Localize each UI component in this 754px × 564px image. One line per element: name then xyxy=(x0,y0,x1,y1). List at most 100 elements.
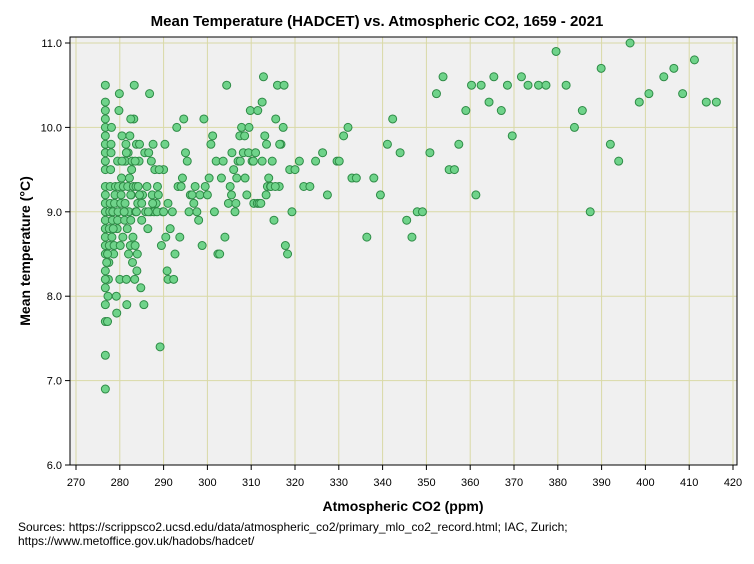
data-point xyxy=(711,97,721,107)
data-point xyxy=(100,114,110,124)
data-point xyxy=(155,342,165,352)
data-point xyxy=(107,232,117,242)
data-point xyxy=(240,131,250,141)
data-point xyxy=(256,198,266,208)
data-point xyxy=(283,249,293,259)
data-point xyxy=(124,249,134,259)
data-point xyxy=(175,232,185,242)
data-point xyxy=(136,283,146,293)
data-point xyxy=(121,148,131,158)
data-point xyxy=(154,165,164,175)
y-axis-label: Mean temperature (°C) xyxy=(17,176,33,326)
y-axis-ticks: 6.0 7.0 8.0 9.0 10.0 11.0 xyxy=(41,38,70,472)
x-tick-label: 270 xyxy=(67,477,85,489)
data-point xyxy=(232,173,242,183)
data-point xyxy=(209,207,219,217)
data-point xyxy=(262,139,272,149)
chart-title: Mean Temperature (HADCET) vs. Atmospheri… xyxy=(151,13,604,30)
data-point xyxy=(230,207,240,217)
data-point xyxy=(206,139,216,149)
data-point xyxy=(100,106,110,116)
data-point xyxy=(271,114,281,124)
data-point xyxy=(231,198,241,208)
data-point xyxy=(132,249,142,259)
data-points xyxy=(100,38,721,394)
data-point xyxy=(118,232,128,242)
data-point xyxy=(227,148,237,158)
data-point xyxy=(244,122,254,132)
data-point xyxy=(100,266,110,276)
x-axis-label: Atmospheric CO2 (ppm) xyxy=(322,498,483,514)
data-point xyxy=(148,139,158,149)
data-point xyxy=(449,165,459,175)
data-point xyxy=(215,249,225,259)
data-point xyxy=(129,80,139,90)
data-point xyxy=(177,173,187,183)
data-point xyxy=(402,215,412,225)
y-tick-label: 10.0 xyxy=(41,122,62,134)
x-tick-label: 380 xyxy=(549,477,567,489)
data-point xyxy=(120,198,130,208)
data-point xyxy=(669,63,679,73)
data-point xyxy=(431,89,441,99)
data-point xyxy=(659,72,669,82)
data-point xyxy=(225,181,235,191)
data-point xyxy=(305,181,315,191)
x-tick-label: 420 xyxy=(724,477,742,489)
data-point xyxy=(267,156,277,166)
data-point xyxy=(106,122,116,132)
scatter-chart: Mean Temperature (HADCET) vs. Atmospheri… xyxy=(17,13,742,514)
data-point xyxy=(258,72,268,82)
data-point xyxy=(251,148,261,158)
data-point xyxy=(114,106,124,116)
data-point xyxy=(126,114,136,124)
data-point xyxy=(334,156,344,166)
x-tick-label: 350 xyxy=(417,477,435,489)
data-point xyxy=(103,317,113,327)
data-point xyxy=(280,241,290,251)
data-point xyxy=(496,106,506,116)
data-point xyxy=(260,131,270,141)
data-point xyxy=(130,274,140,284)
data-point xyxy=(137,198,147,208)
data-point xyxy=(197,241,207,251)
plot-border xyxy=(69,36,738,466)
data-point xyxy=(100,156,110,166)
data-point xyxy=(270,181,280,191)
data-point xyxy=(121,139,131,149)
data-point xyxy=(106,165,116,175)
data-point xyxy=(534,80,544,90)
data-point xyxy=(100,283,110,293)
data-point xyxy=(489,72,499,82)
data-point xyxy=(278,122,288,132)
grid-lines xyxy=(70,37,737,466)
data-point xyxy=(100,80,110,90)
data-point xyxy=(144,148,154,158)
y-tick-label: 6.0 xyxy=(47,460,62,472)
data-point xyxy=(121,274,131,284)
data-point xyxy=(461,106,471,116)
data-point xyxy=(229,165,239,175)
data-point xyxy=(106,139,116,149)
data-point xyxy=(438,72,448,82)
data-point xyxy=(112,308,122,318)
data-point xyxy=(115,241,125,251)
data-point xyxy=(585,207,595,217)
data-point xyxy=(200,181,210,191)
data-point xyxy=(143,224,153,234)
data-point xyxy=(122,224,132,234)
data-point xyxy=(102,257,112,267)
data-point xyxy=(351,173,361,183)
data-point xyxy=(208,131,218,141)
data-point xyxy=(290,165,300,175)
data-point xyxy=(156,241,166,251)
data-point xyxy=(130,241,140,251)
data-point xyxy=(395,148,405,158)
data-point xyxy=(192,207,202,217)
data-point xyxy=(516,72,526,82)
plot-area xyxy=(70,37,737,465)
x-tick-label: 290 xyxy=(154,477,172,489)
data-point xyxy=(507,131,517,141)
x-tick-label: 360 xyxy=(461,477,479,489)
data-point xyxy=(596,63,606,73)
